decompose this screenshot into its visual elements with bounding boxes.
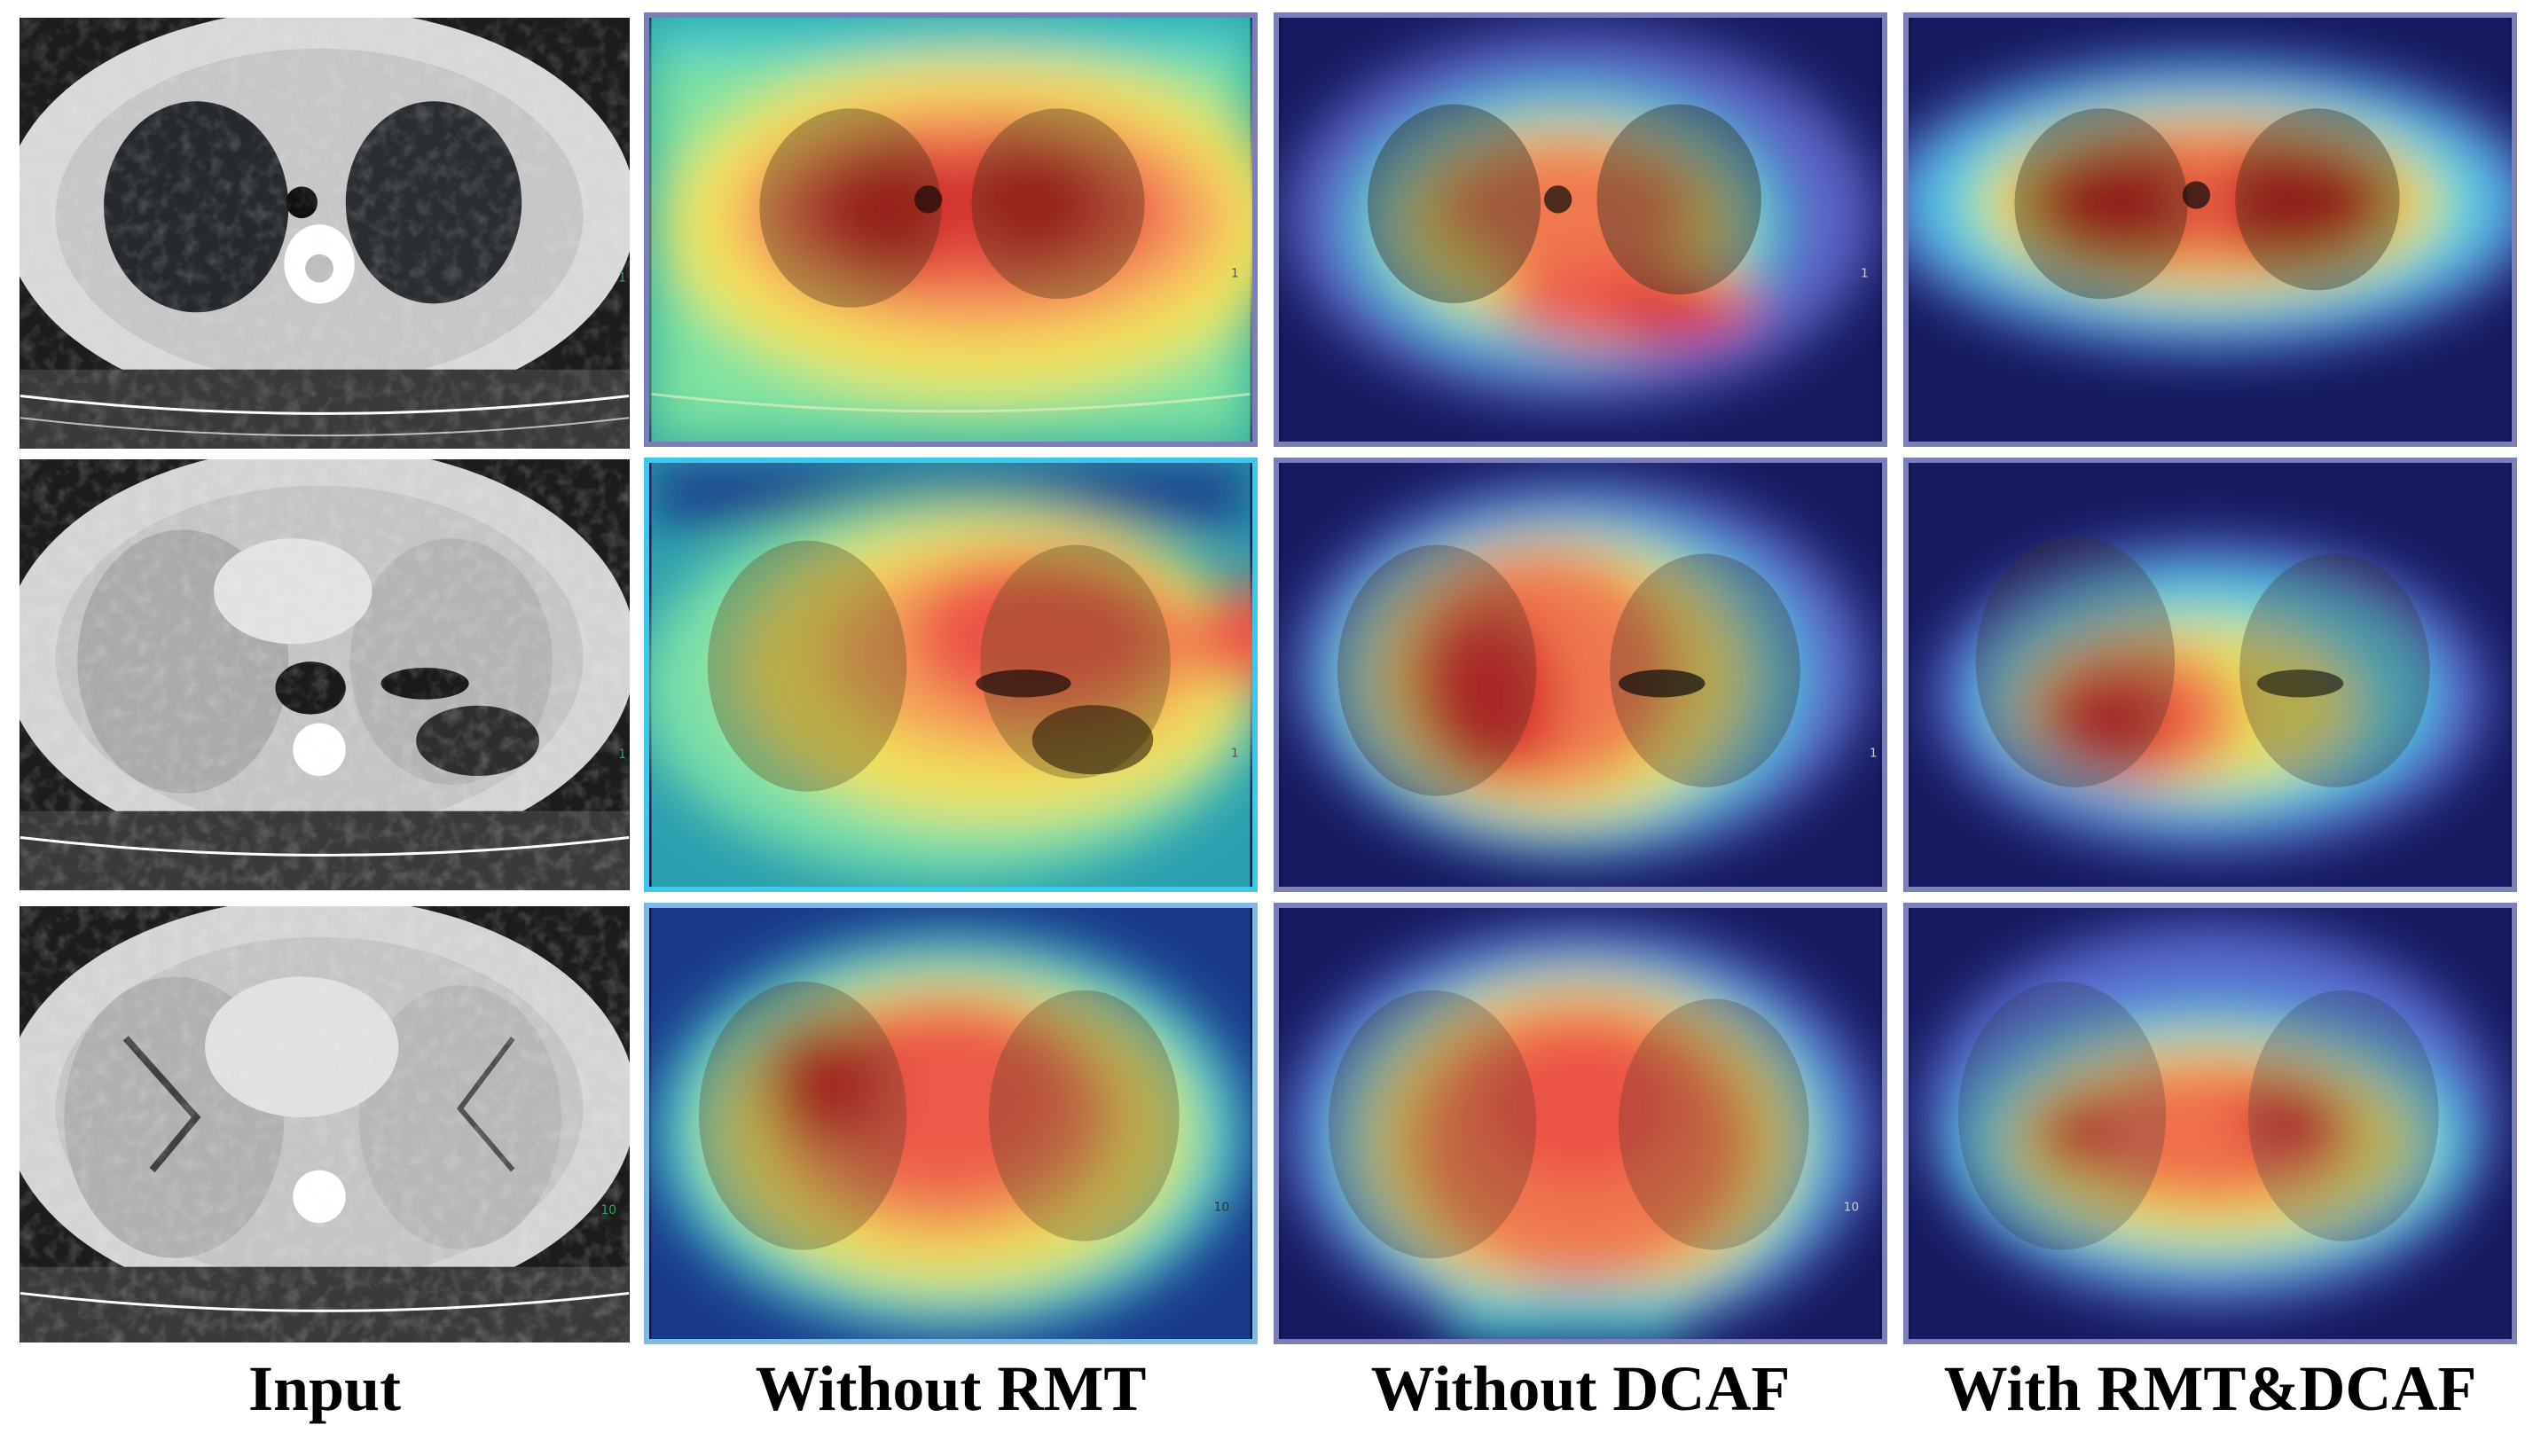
image-mark: 1	[1861, 267, 1869, 281]
ct-scan-image: 1	[20, 18, 630, 449]
heatmap-with-both-row2	[1903, 458, 2517, 892]
ct-input-row3: 10	[18, 904, 631, 1344]
heatmap-without-rmt-row1: 1	[644, 12, 1258, 447]
image-mark: 10	[600, 1203, 616, 1217]
ct-scan-image: 10	[20, 906, 630, 1342]
heatmap-image: 1	[1281, 18, 1880, 442]
heatmap-without-rmt-row3: 10	[644, 903, 1258, 1344]
ct-input-row1: 1	[18, 16, 631, 450]
heatmap-with-both-row3	[1903, 903, 2517, 1344]
heatmap-image: 10	[651, 908, 1251, 1339]
image-mark: 10	[1844, 1201, 1859, 1215]
caption-input: Input	[247, 1353, 402, 1424]
image-mark: 1	[618, 748, 626, 762]
heatmap-without-dcaf-row3: 10	[1274, 903, 1887, 1344]
heatmap-with-both-row1	[1903, 12, 2517, 447]
ct-scan-image: 1	[20, 459, 630, 890]
heatmap-image: 10	[1281, 908, 1880, 1339]
heatmap-image	[1910, 908, 2510, 1339]
image-mark: 1	[1231, 267, 1239, 281]
caption-without-dcaf: Without DCAF	[1370, 1353, 1791, 1424]
heatmap-image	[1910, 463, 2510, 887]
image-mark: 1	[1870, 747, 1878, 761]
heatmap-without-rmt-row2: 1	[644, 458, 1258, 892]
ct-input-row2: 1	[18, 458, 631, 892]
heatmap-without-dcaf-row1: 1	[1274, 12, 1887, 447]
heatmap-image	[1909, 18, 2512, 442]
caption-without-rmt: Without RMT	[755, 1353, 1147, 1424]
image-mark: 1	[618, 271, 626, 286]
heatmap-image: 1	[649, 463, 1252, 887]
image-mark: 1	[1231, 747, 1239, 761]
heatmap-image: 1	[651, 18, 1252, 442]
heatmap-image: 1	[1281, 463, 1880, 887]
heatmap-without-dcaf-row2: 1	[1274, 458, 1887, 892]
image-mark: 10	[1214, 1201, 1229, 1215]
caption-with-rmt-dcaf: With RMT&DCAF	[1943, 1353, 2477, 1424]
